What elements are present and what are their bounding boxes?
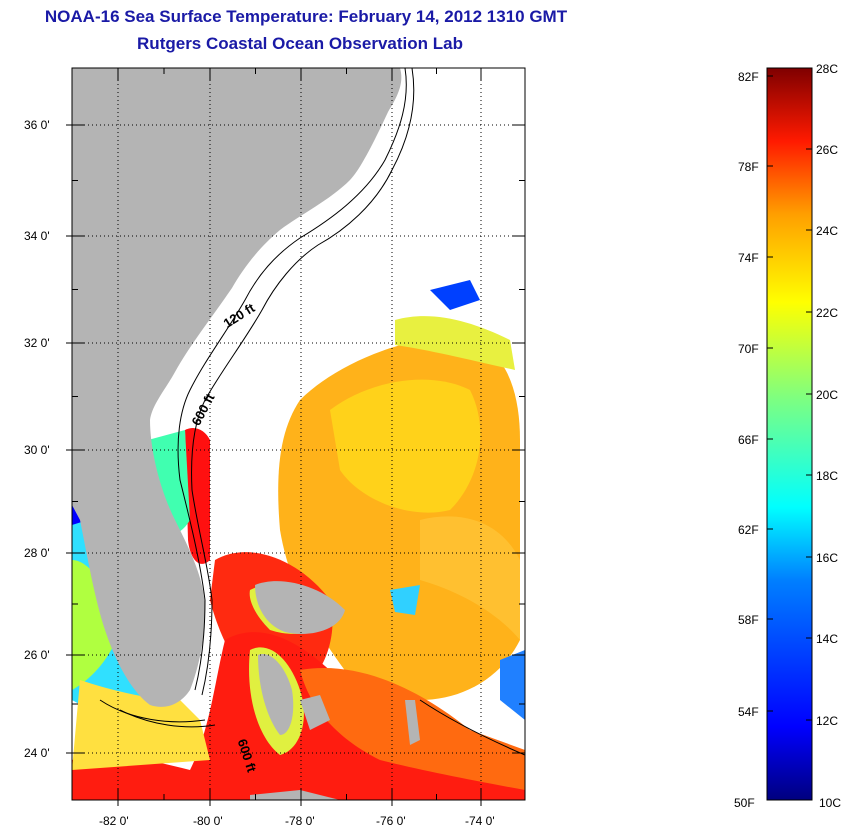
lat-tick-label: 30 0' <box>24 443 50 457</box>
colorbar-c-label: 22C <box>816 306 839 320</box>
lon-tick-label: -82 0' <box>99 814 129 828</box>
land-mass <box>72 68 420 800</box>
lat-tick-label: 34 0' <box>24 229 50 243</box>
lat-tick-label: 32 0' <box>24 336 50 350</box>
colorbar-c-label: 18C <box>816 469 839 483</box>
colorbar-c-label: 26C <box>816 143 839 157</box>
lon-tick-label: -76 0' <box>376 814 406 828</box>
colorbar-c-label: 28C <box>816 62 839 76</box>
lon-tick-label: -80 0' <box>193 814 223 828</box>
colorbar-f-label: 62F <box>738 523 759 537</box>
lon-tick-label: -78 0' <box>285 814 315 828</box>
lat-tick-label: 36 0' <box>24 118 50 132</box>
colorbar-f-label: 50F <box>734 796 755 810</box>
graticule <box>66 68 525 806</box>
colorbar-c-label: 16C <box>816 551 839 565</box>
colorbar-ticks <box>767 67 812 721</box>
colorbar-f-label: 82F <box>738 70 759 84</box>
lat-tick-label: 28 0' <box>24 546 50 560</box>
colorbar-gradient <box>766 67 813 801</box>
lat-tick-label: 26 0' <box>24 648 50 662</box>
colorbar-c-label: 14C <box>816 632 839 646</box>
colorbar-f-label: 66F <box>738 433 759 447</box>
colorbar-f-label: 58F <box>738 613 759 627</box>
colorbar-c-label: 10C <box>819 796 842 810</box>
colorbar-f-label: 54F <box>738 705 759 719</box>
colorbar-c-label: 20C <box>816 388 839 402</box>
map-area <box>72 68 525 800</box>
colorbar-c-label: 24C <box>816 224 839 238</box>
map-frame <box>71 67 526 801</box>
lon-tick-label: -74 0' <box>465 814 495 828</box>
lat-tick-label: 24 0' <box>24 746 50 760</box>
map-title: NOAA-16 Sea Surface Temperature: Februar… <box>44 7 568 26</box>
map-subtitle: Rutgers Coastal Ocean Observation Lab <box>137 34 463 53</box>
colorbar-f-label: 78F <box>738 160 759 174</box>
colorbar-f-label: 74F <box>738 251 759 265</box>
colorbar-f-label: 70F <box>738 342 759 356</box>
colorbar-c-label: 12C <box>816 714 839 728</box>
